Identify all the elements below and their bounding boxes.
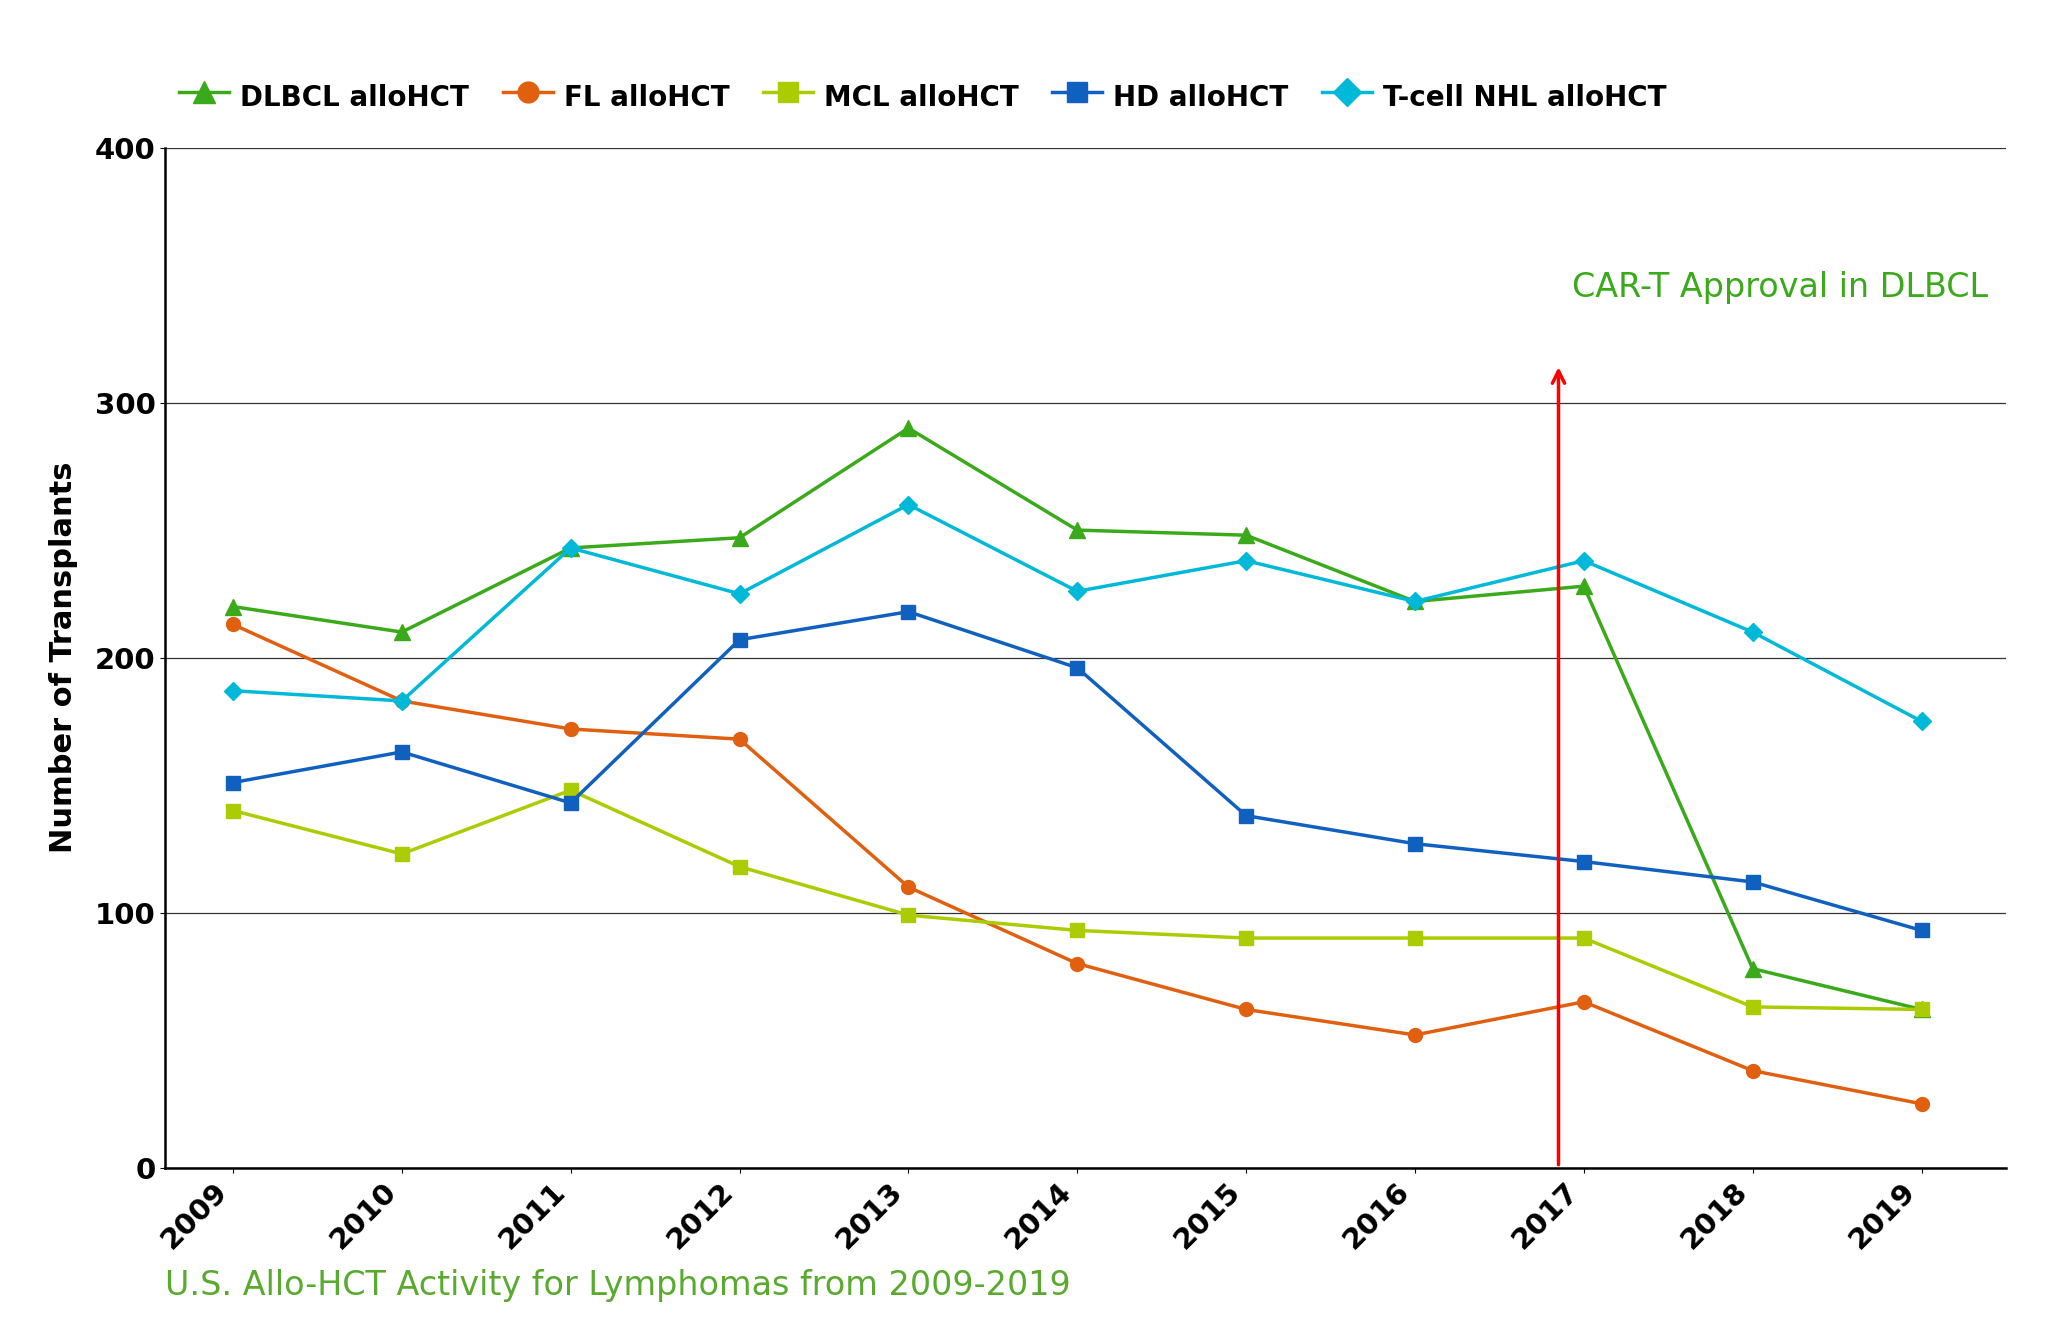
Text: CAR-T Approval in DLBCL: CAR-T Approval in DLBCL (1572, 271, 1987, 305)
Y-axis label: Number of Transplants: Number of Transplants (50, 462, 79, 854)
Legend: DLBCL alloHCT, FL alloHCT, MCL alloHCT, HD alloHCT, T-cell NHL alloHCT: DLBCL alloHCT, FL alloHCT, MCL alloHCT, … (180, 79, 1667, 113)
Text: U.S. Allo-HCT Activity for Lymphomas from 2009-2019: U.S. Allo-HCT Activity for Lymphomas fro… (165, 1268, 1071, 1302)
